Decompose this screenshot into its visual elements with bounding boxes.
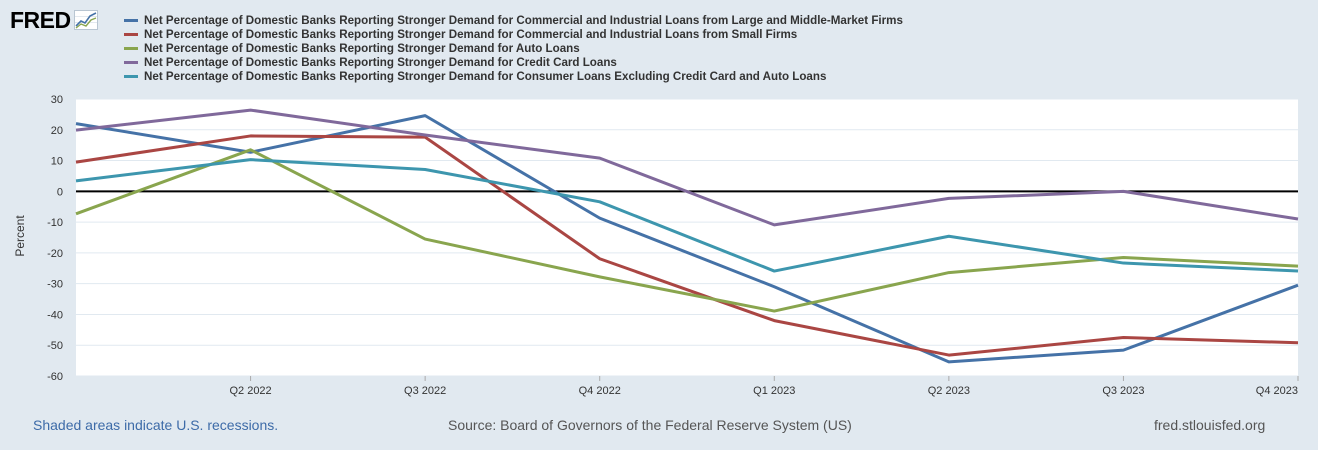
x-tick-label: Q4 2023 [1256, 385, 1298, 397]
legend-swatch [124, 46, 138, 50]
line-chart: 30 20 10 0 -10 -20 -30 -40 -50 -60 Q2 2022 Q3 2022… [13, 94, 1299, 397]
fred-logo-text: FRED [10, 7, 71, 33]
x-tick-label: Q3 2023 [1102, 385, 1144, 397]
y-tick-label: 20 [51, 125, 63, 137]
y-tick-label: -20 [47, 248, 63, 260]
legend-label: Net Percentage of Domestic Banks Reporti… [144, 27, 798, 41]
y-tick-label: -10 [47, 217, 63, 229]
legend-swatch [124, 18, 138, 22]
legend-label: Net Percentage of Domestic Banks Reporti… [144, 41, 580, 55]
legend-swatch [124, 60, 138, 64]
fred-url-link[interactable]: fred.stlouisfed.org [1154, 417, 1266, 433]
x-tick-label: Q4 2022 [579, 385, 621, 397]
fred-chart-icon [73, 10, 98, 30]
legend-label: Net Percentage of Domestic Banks Reporti… [144, 55, 617, 69]
x-axis-ticks: Q2 2022 Q3 2022 Q4 2022 Q1 2023 Q2 2023 Q3 20… [229, 376, 1299, 397]
series-line[interactable] [75, 114, 1299, 364]
fred-logo[interactable]: FRED [10, 7, 98, 33]
x-tick-label: Q2 2022 [229, 385, 271, 397]
gridlines [76, 98, 1298, 377]
y-tick-label: 30 [51, 94, 63, 106]
series-line[interactable] [75, 134, 1299, 357]
y-axis-label: Percent [13, 215, 27, 257]
y-axis-ticks: 30 20 10 0 -10 -20 -30 -40 -50 -60 [47, 94, 63, 383]
x-tick-label: Q2 2023 [928, 385, 970, 397]
legend-swatch [124, 74, 138, 78]
series-lines [75, 108, 1299, 364]
series-line[interactable] [75, 108, 1299, 227]
y-tick-label: -60 [47, 371, 63, 383]
legend-item[interactable]: Net Percentage of Domestic Banks Reporti… [124, 27, 903, 41]
source-note: Source: Board of Governors of the Federa… [448, 417, 852, 433]
series-line[interactable] [75, 158, 1299, 273]
legend-label: Net Percentage of Domestic Banks Reporti… [144, 69, 827, 83]
legend-item[interactable]: Net Percentage of Domestic Banks Reporti… [124, 55, 903, 69]
recessions-note: Shaded areas indicate U.S. recessions. [33, 417, 279, 433]
y-tick-label: -40 [47, 309, 63, 321]
y-tick-label: 10 [51, 156, 63, 168]
legend-item[interactable]: Net Percentage of Domestic Banks Reporti… [124, 13, 903, 27]
x-tick-label: Q1 2023 [753, 385, 795, 397]
y-tick-label: -30 [47, 279, 63, 291]
x-tick-label: Q3 2022 [404, 385, 446, 397]
legend: Net Percentage of Domestic Banks Reporti… [124, 13, 903, 83]
legend-item[interactable]: Net Percentage of Domestic Banks Reporti… [124, 41, 903, 55]
y-tick-label: 0 [57, 186, 63, 198]
legend-label: Net Percentage of Domestic Banks Reporti… [144, 13, 903, 27]
legend-swatch [124, 32, 138, 36]
y-tick-label: -50 [47, 340, 63, 352]
legend-item[interactable]: Net Percentage of Domestic Banks Reporti… [124, 69, 903, 83]
